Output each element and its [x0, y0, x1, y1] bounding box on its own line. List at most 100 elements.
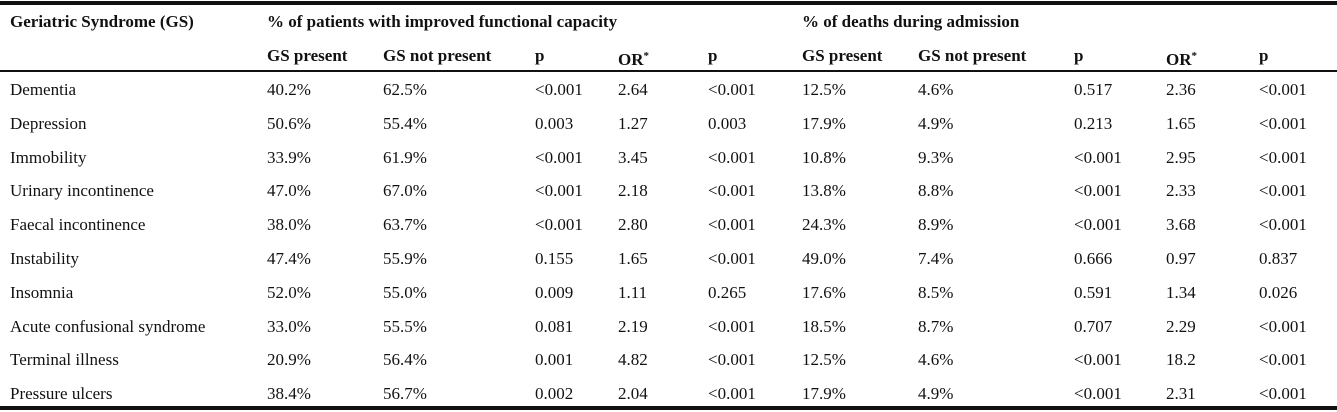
cell-or-deaths: 3.68 — [1166, 215, 1196, 234]
cell-p-deaths: <0.001 — [1074, 384, 1122, 403]
cell-p-adjusted-functional: 0.003 — [708, 114, 747, 133]
cell-or-functional: 2.80 — [618, 215, 648, 234]
cell-p-adjusted-deaths: 0.026 — [1259, 283, 1298, 302]
cell-gs-not-present-deaths: 4.9% — [918, 384, 954, 403]
cell-p-deaths: <0.001 — [1074, 215, 1122, 234]
cell-p-deaths: 0.707 — [1074, 317, 1113, 336]
subheader-p-functional: p — [535, 46, 545, 65]
cell-or-deaths: 1.34 — [1166, 283, 1196, 302]
subheader-p-deaths: p — [1074, 46, 1084, 65]
cell-p-adjusted-functional: <0.001 — [708, 384, 756, 403]
cell-p-deaths: <0.001 — [1074, 181, 1122, 200]
cell-gs-not-present-functional: 56.7% — [383, 384, 427, 403]
cell-p-adjusted-functional: <0.001 — [708, 350, 756, 369]
cell-p-deaths: 0.591 — [1074, 283, 1113, 302]
subheader-or-functional-label: OR — [618, 50, 644, 69]
cell-or-functional: 2.19 — [618, 317, 648, 336]
cell-gs-present-functional: 33.9% — [267, 148, 311, 167]
subheader-gs-present-deaths: GS present — [802, 46, 883, 65]
cell-p-adjusted-functional: 0.265 — [708, 283, 747, 302]
cell-or-functional: 3.45 — [618, 148, 648, 167]
cell-gs-present-deaths: 12.5% — [802, 350, 846, 369]
cell-gs-present-functional: 52.0% — [267, 283, 311, 302]
cell-gs-present-deaths: 18.5% — [802, 317, 846, 336]
cell-or-deaths: 18.2 — [1166, 350, 1196, 369]
cell-gs-not-present-deaths: 7.4% — [918, 249, 954, 268]
cell-syndrome-name: Instability — [10, 249, 79, 268]
cell-syndrome-name: Pressure ulcers — [10, 384, 113, 403]
cell-gs-present-deaths: 17.9% — [802, 384, 846, 403]
cell-p-functional: <0.001 — [535, 148, 583, 167]
cell-p-deaths: 0.666 — [1074, 249, 1113, 268]
subheader-or-functional: OR* — [618, 46, 649, 70]
cell-p-adjusted-functional: <0.001 — [708, 80, 756, 99]
cell-p-adjusted-functional: <0.001 — [708, 181, 756, 200]
cell-gs-not-present-deaths: 4.9% — [918, 114, 954, 133]
cell-or-functional: 2.04 — [618, 384, 648, 403]
cell-gs-present-deaths: 10.8% — [802, 148, 846, 167]
subheader-p-adjusted-deaths: p — [1259, 46, 1269, 65]
header-functional-capacity: % of patients with improved functional c… — [267, 12, 618, 31]
cell-gs-not-present-deaths: 8.7% — [918, 317, 954, 336]
cell-gs-not-present-functional: 55.4% — [383, 114, 427, 133]
cell-p-adjusted-deaths: <0.001 — [1259, 317, 1307, 336]
cell-gs-present-functional: 38.4% — [267, 384, 311, 403]
cell-gs-not-present-functional: 55.5% — [383, 317, 427, 336]
cell-p-adjusted-deaths: <0.001 — [1259, 80, 1307, 99]
cell-or-functional: 1.11 — [618, 283, 648, 302]
cell-gs-not-present-deaths: 9.3% — [918, 148, 954, 167]
cell-or-functional: 2.64 — [618, 80, 648, 99]
cell-gs-present-deaths: 24.3% — [802, 215, 846, 234]
header-geriatric-syndrome: Geriatric Syndrome (GS) — [10, 12, 194, 31]
table-bottom-rule — [0, 406, 1337, 410]
cell-p-adjusted-functional: <0.001 — [708, 249, 756, 268]
cell-syndrome-name: Terminal illness — [10, 350, 119, 369]
cell-gs-present-functional: 38.0% — [267, 215, 311, 234]
cell-gs-not-present-deaths: 8.9% — [918, 215, 954, 234]
cell-gs-present-functional: 33.0% — [267, 317, 311, 336]
cell-p-adjusted-functional: <0.001 — [708, 148, 756, 167]
subheader-or-deaths-mark: * — [1191, 50, 1198, 62]
subheader-or-functional-mark: * — [643, 50, 650, 62]
cell-p-adjusted-deaths: <0.001 — [1259, 148, 1307, 167]
cell-or-functional: 4.82 — [618, 350, 648, 369]
cell-p-adjusted-deaths: <0.001 — [1259, 181, 1307, 200]
cell-or-deaths: 2.33 — [1166, 181, 1196, 200]
cell-or-deaths: 2.95 — [1166, 148, 1196, 167]
cell-gs-not-present-functional: 61.9% — [383, 148, 427, 167]
cell-p-functional: 0.003 — [535, 114, 574, 133]
cell-p-adjusted-deaths: <0.001 — [1259, 384, 1307, 403]
cell-gs-present-deaths: 13.8% — [802, 181, 846, 200]
cell-p-deaths: 0.213 — [1074, 114, 1113, 133]
subheader-or-deaths: OR* — [1166, 46, 1197, 70]
table-top-rule — [0, 1, 1337, 5]
cell-p-functional: 0.009 — [535, 283, 574, 302]
cell-gs-not-present-deaths: 4.6% — [918, 80, 954, 99]
cell-p-adjusted-deaths: 0.837 — [1259, 249, 1298, 268]
cell-or-functional: 1.65 — [618, 249, 648, 268]
cell-gs-present-functional: 47.4% — [267, 249, 311, 268]
cell-p-deaths: <0.001 — [1074, 350, 1122, 369]
subheader-gs-not-present-functional: GS not present — [383, 46, 492, 65]
cell-gs-not-present-functional: 56.4% — [383, 350, 427, 369]
cell-p-adjusted-functional: <0.001 — [708, 215, 756, 234]
cell-or-deaths: 0.97 — [1166, 249, 1196, 268]
cell-syndrome-name: Acute confusional syndrome — [10, 317, 206, 336]
cell-p-functional: <0.001 — [535, 80, 583, 99]
cell-or-deaths: 2.36 — [1166, 80, 1196, 99]
cell-gs-not-present-deaths: 8.8% — [918, 181, 954, 200]
cell-syndrome-name: Faecal incontinence — [10, 215, 146, 234]
cell-p-functional: 0.002 — [535, 384, 574, 403]
cell-p-functional: 0.155 — [535, 249, 574, 268]
cell-syndrome-name: Immobility — [10, 148, 87, 167]
cell-or-deaths: 2.29 — [1166, 317, 1196, 336]
subheader-gs-present-functional: GS present — [267, 46, 348, 65]
cell-gs-present-functional: 20.9% — [267, 350, 311, 369]
cell-gs-present-deaths: 17.9% — [802, 114, 846, 133]
cell-or-functional: 2.18 — [618, 181, 648, 200]
cell-gs-not-present-functional: 63.7% — [383, 215, 427, 234]
cell-gs-present-functional: 40.2% — [267, 80, 311, 99]
subheader-gs-not-present-deaths: GS not present — [918, 46, 1027, 65]
cell-gs-present-deaths: 49.0% — [802, 249, 846, 268]
cell-or-deaths: 1.65 — [1166, 114, 1196, 133]
